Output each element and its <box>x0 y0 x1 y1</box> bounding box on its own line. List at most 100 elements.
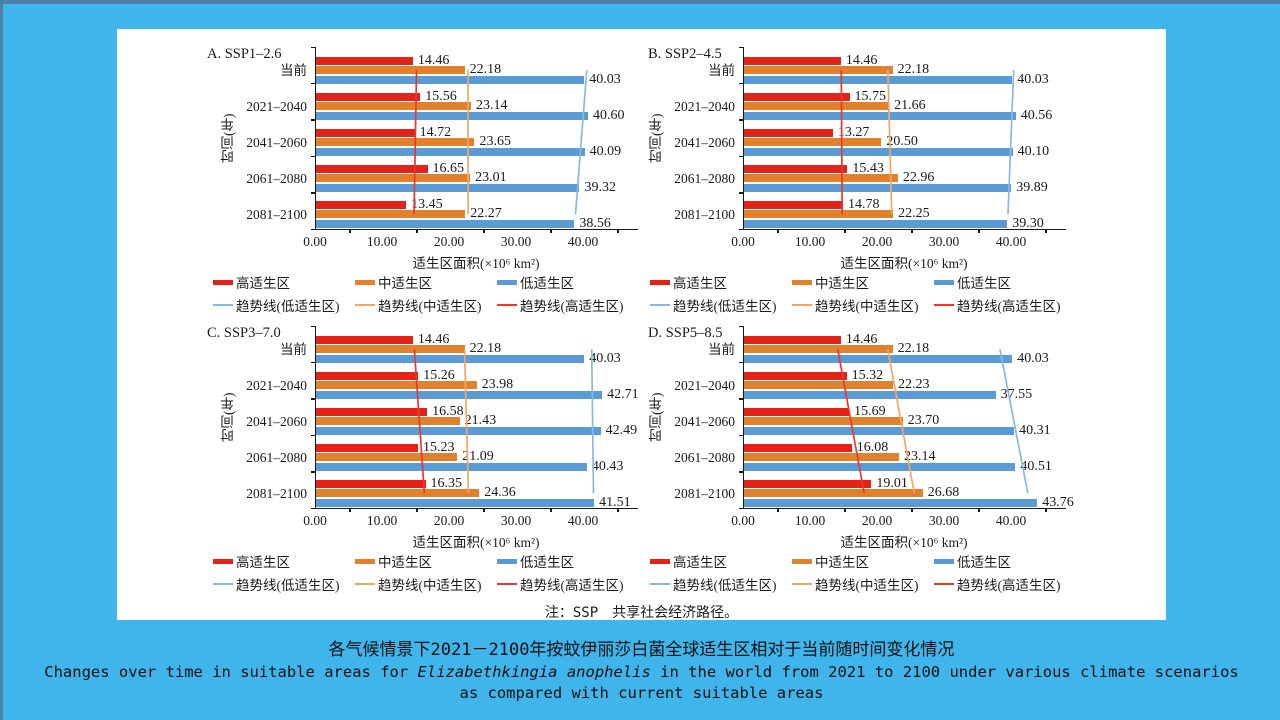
legend-label: 中适生区 <box>378 555 432 570</box>
y-axis-tick <box>311 471 316 473</box>
x-tick-label: 40.00 <box>567 234 599 249</box>
legend-item: 高适生区 <box>650 551 727 571</box>
chart-ssp1-2.6: A. SSP1–2.6 时间(年) 当前 2021–2040 2041–2060 2061… <box>147 38 652 320</box>
bar-value-label: 22.27 <box>470 206 502 222</box>
bar-value-label: 42.49 <box>605 422 638 438</box>
bar-高适生区 <box>744 165 848 173</box>
legend-swatch <box>650 583 670 585</box>
bar-低适生区 <box>744 219 1008 228</box>
bar-value-label: 22.18 <box>469 62 502 78</box>
category-label: 2041–2060 <box>246 134 307 150</box>
bar-高适生区 <box>744 93 850 101</box>
caption-en-line1: Changes over time in suitable areas for … <box>3 662 1280 683</box>
bar-低适生区 <box>316 390 603 399</box>
legend-label: 趋势线(中适生区) <box>378 299 482 314</box>
x-axis-title: 适生区面积(×10⁶ km²) <box>412 256 540 271</box>
y-axis-tick <box>739 434 744 437</box>
legend-swatch <box>792 583 812 585</box>
bar-低适生区 <box>316 354 585 363</box>
bar-value-label: 22.18 <box>469 341 502 357</box>
bar-value-label: 41.51 <box>599 494 631 510</box>
category-label: 2081–2100 <box>674 206 735 222</box>
chart-ssp5-8.5: D. SSP5–8.5 时间(年) 当前 2021–2040 2041–2060 2061… <box>637 317 1142 599</box>
bar-中适生区 <box>316 345 465 354</box>
legend-item: 低适生区 <box>497 551 574 571</box>
legend-item: 低适生区 <box>497 272 574 292</box>
y-axis-tick <box>739 119 744 121</box>
bar-低适生区 <box>316 426 601 435</box>
bar-中适生区 <box>744 174 898 183</box>
caption-en-pre: Changes over time in suitable areas for <box>44 663 418 681</box>
bar-value-label: 21.66 <box>894 98 926 114</box>
legend-item: 趋势线(高适生区) <box>934 295 1061 315</box>
legend-label: 高适生区 <box>673 276 727 291</box>
x-tick-label: 0.00 <box>731 513 755 528</box>
bar-高适生区 <box>316 201 407 209</box>
bar-低适生区 <box>316 75 585 84</box>
x-tick-label: 0.00 <box>303 513 327 528</box>
x-axis-tick <box>843 508 846 512</box>
bar-高适生区 <box>316 408 428 416</box>
legend-swatch <box>934 583 954 585</box>
figure-note: 注：SSP 共享社会经济路径。 <box>544 605 739 621</box>
x-axis-tick <box>910 229 913 233</box>
bar-高适生区 <box>316 336 413 344</box>
bar-低适生区 <box>744 498 1038 507</box>
bar-中适生区 <box>744 210 894 219</box>
legend-item: 趋势线(中适生区) <box>792 574 919 594</box>
legend-label: 低适生区 <box>957 276 1011 291</box>
bar-value-label: 40.51 <box>1020 458 1052 474</box>
bar-高适生区 <box>316 57 413 65</box>
bar-value-label: 24.36 <box>484 485 516 501</box>
bar-高适生区 <box>316 129 415 137</box>
legend-item: 趋势线(中适生区) <box>355 574 482 594</box>
chart-title: B. SSP2–4.5 <box>648 46 722 62</box>
category-label: 当前 <box>708 62 735 78</box>
y-axis-tick <box>739 398 744 400</box>
bar-value-label: 23.98 <box>481 377 514 393</box>
bar-低适生区 <box>316 111 589 120</box>
plot-area: 14.46 15.75 13.27 15.43 14.78 22.18 21.66 20.50… <box>739 46 1066 233</box>
bar-中适生区 <box>316 66 465 75</box>
y-axis-tick <box>739 507 744 509</box>
bar-value-label: 13.27 <box>837 125 870 140</box>
legend-label: 中适生区 <box>815 276 869 291</box>
plot-area: 14.46 15.26 16.58 15.23 16.35 22.18 23.98 21.43… <box>311 325 639 512</box>
bar-value-label: 16.58 <box>432 404 464 419</box>
x-axis-title: 适生区面积(×10⁶ km²) <box>412 535 540 550</box>
bar-低适生区 <box>744 111 1016 120</box>
x-axis-tick <box>348 508 351 512</box>
y-axis-tick <box>311 192 316 194</box>
category-label: 2061–2080 <box>246 170 307 186</box>
bar-value-label: 14.78 <box>848 197 880 212</box>
bar-value-label: 21.09 <box>462 449 494 465</box>
bar-value-label: 15.23 <box>423 440 455 455</box>
x-axis-tick <box>776 508 779 512</box>
figure-panel: A. SSP1–2.6 时间(年) 当前 2021–2040 2041–2060 2061… <box>117 29 1166 621</box>
x-axis-tick <box>843 229 846 233</box>
x-axis-tick <box>549 229 552 233</box>
legend-label: 趋势线(低适生区) <box>236 299 340 314</box>
bar-中适生区 <box>316 138 475 147</box>
bar-value-label: 40.10 <box>1017 143 1050 159</box>
legend-swatch <box>792 279 812 285</box>
x-tick-label: 10.00 <box>794 234 826 249</box>
bar-value-label: 14.46 <box>417 332 450 347</box>
legend-item: 趋势线(低适生区) <box>213 295 340 315</box>
bar-低适生区 <box>316 183 580 192</box>
x-tick-label: 10.00 <box>794 513 826 528</box>
category-label: 2061–2080 <box>246 449 307 465</box>
legend-label: 趋势线(中适生区) <box>815 578 919 593</box>
bar-value-label: 23.01 <box>475 170 507 186</box>
bar-低适生区 <box>744 147 1013 156</box>
x-tick-label: 30.00 <box>500 513 532 528</box>
bar-中适生区 <box>744 66 893 75</box>
x-axis-title: 适生区面积(×10⁶ km²) <box>840 535 968 550</box>
bar-低适生区 <box>744 462 1016 471</box>
x-tick-label: 40.00 <box>995 513 1027 528</box>
legend-item: 中适生区 <box>792 551 869 571</box>
x-axis-tick <box>1044 508 1047 512</box>
bar-高适生区 <box>316 372 419 380</box>
figure-caption: 各气候情景下2021－2100年按蚊伊丽莎白菌全球适生区相对于当前随时间变化情况… <box>3 638 1280 704</box>
bar-value-label: 40.09 <box>589 143 622 159</box>
